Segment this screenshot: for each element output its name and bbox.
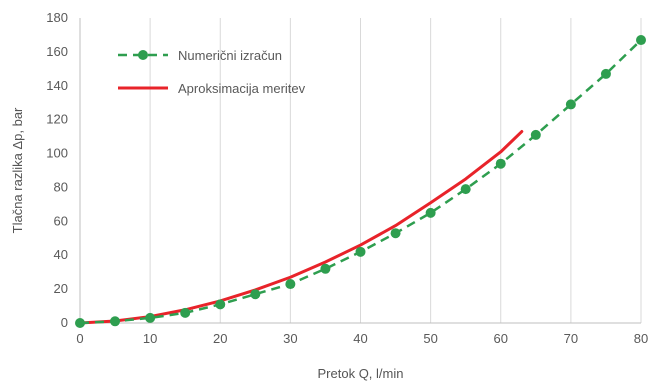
grid-lines <box>149 18 642 323</box>
data-point-numericni-izracun <box>320 263 331 274</box>
data-point-numericni-izracun <box>460 184 471 195</box>
series-group <box>75 35 646 328</box>
y-tick-label: 80 <box>54 179 68 194</box>
x-tick-label: 10 <box>143 331 157 346</box>
legend-label-numericni-izracun: Numerični izračun <box>178 48 282 63</box>
data-point-numericni-izracun <box>495 158 506 169</box>
data-point-numericni-izracun <box>355 246 366 257</box>
data-point-numericni-izracun <box>285 279 296 290</box>
y-tick-label: 20 <box>54 281 68 296</box>
legend: Numerični izračun Aproksimacija meritev <box>118 48 306 96</box>
data-point-numericni-izracun <box>530 129 541 140</box>
y-tick-label: 180 <box>46 10 68 25</box>
axes: 0 10 20 30 40 50 60 70 80 0 20 40 60 80 100 120 140 160 18… <box>46 10 648 346</box>
y-tick-label: 60 <box>54 213 68 228</box>
legend-marker-numericni-izracun <box>138 50 148 60</box>
x-tick-label: 0 <box>76 331 83 346</box>
data-point-numericni-izracun <box>180 307 191 318</box>
data-point-numericni-izracun <box>145 312 156 323</box>
data-point-numericni-izracun <box>636 35 646 46</box>
y-tick-label: 160 <box>46 44 68 59</box>
y-tick-label: 0 <box>61 315 68 330</box>
x-tick-label: 80 <box>634 331 648 346</box>
data-point-numericni-izracun <box>250 289 261 300</box>
x-tick-label: 60 <box>494 331 508 346</box>
x-tick-label: 50 <box>423 331 437 346</box>
y-tick-label: 140 <box>46 78 68 93</box>
data-point-numericni-izracun <box>110 316 121 327</box>
x-tick-label: 30 <box>283 331 297 346</box>
data-point-numericni-izracun <box>600 68 611 79</box>
x-axis-label: Pretok Q, l/min <box>318 366 404 381</box>
y-tick-label: 120 <box>46 112 68 127</box>
y-tick-label: 100 <box>46 146 68 161</box>
data-point-numericni-izracun <box>565 99 576 110</box>
y-tick-label: 40 <box>54 247 68 262</box>
legend-label-aproksimacija-meritev: Aproksimacija meritev <box>178 81 306 96</box>
x-tick-label: 70 <box>564 331 578 346</box>
series-line-aproksimacija-meritev <box>78 130 524 325</box>
data-point-numericni-izracun <box>215 299 226 310</box>
y-axis-label: Tlačna razlika Δp, bar <box>10 107 25 233</box>
data-point-numericni-izracun <box>390 228 401 239</box>
data-point-numericni-izracun <box>425 207 436 218</box>
x-tick-label: 20 <box>213 331 227 346</box>
x-tick-label: 40 <box>353 331 367 346</box>
data-point-numericni-izracun <box>75 318 85 328</box>
